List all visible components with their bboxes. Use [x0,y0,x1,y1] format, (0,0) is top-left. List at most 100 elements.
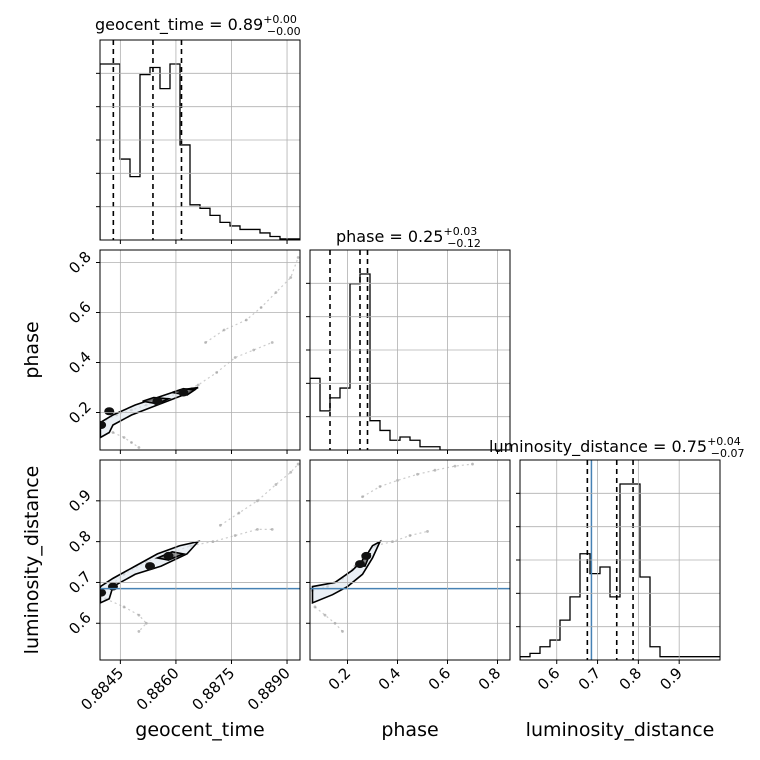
y-tick-label: 0.4 [65,348,95,378]
x-tick-label: 0.2 [325,664,355,694]
density-peak [107,582,118,591]
histogram-bar [560,620,570,660]
density-peak [104,407,115,416]
x-tick-label: 0.7 [575,664,605,694]
histogram-bar [250,229,260,240]
histogram-bar [220,222,230,240]
sample-point [296,256,300,259]
y-tick-label: 0.7 [65,568,95,598]
density-peak [355,560,365,569]
y-axis-label-luminosity-distance: luminosity_distance [21,466,43,655]
panel-content [100,256,300,449]
sample-trace [314,606,343,632]
panel-content [310,462,510,633]
histogram-bar [200,208,210,240]
sample-trace [100,528,273,596]
sample-trace [362,463,473,498]
histogram-bar [260,233,270,240]
histogram-bar [240,229,250,240]
histogram-bar [140,75,150,240]
sample-point [296,462,300,466]
panel-frame [309,459,511,661]
histogram-bar [550,640,560,660]
histogram-bar [340,388,350,450]
panel-phase-phase [306,249,511,454]
sample-trace [112,431,140,448]
sample-point [289,470,293,474]
histogram-step-line [310,273,510,450]
x-tick-label: 0.6 [425,664,455,694]
histogram-bar [600,567,610,660]
panel-geocent-time-geocent-time [96,39,301,244]
histogram-bar [570,597,580,660]
histogram-bar [540,647,550,660]
sample-point [289,276,293,279]
y-axis-label-phase: phase [21,321,43,378]
histogram-bar [380,430,390,450]
histogram-bar [120,159,130,240]
histogram-bar [210,215,220,240]
histogram-bar [410,440,420,450]
panel-geocent-time-phase: 0.2 0.4 0.6 0.8 [65,248,301,454]
x-tick-label: 0.8890 [244,664,294,714]
x-tick-label: 0.9 [656,664,686,694]
histogram-bar [100,64,110,240]
y-tick-label: 0.8 [65,527,95,557]
sample-point [137,630,141,633]
y-tick-label: 0.2 [65,398,95,428]
histogram-bar [400,437,410,450]
panel-content [100,462,300,633]
sample-point [196,383,200,387]
histogram-bar [190,205,200,240]
x-axis-label-phase: phase [381,719,438,741]
histogram-bar [150,68,160,240]
contour-outer [100,540,201,604]
sample-point [453,464,457,468]
contour-outer [311,539,382,605]
panel-geocent-time-luminosity-distance: 0.8845 0.8860 0.8875 0.8890 0.6 0.7 0.8 0.9 [65,459,301,714]
panel-phase-luminosity-distance: 0.2 0.4 0.6 0.8 [306,459,511,694]
panel-luminosity-distance-luminosity-distance: 0.6 0.7 0.8 0.9 [516,459,721,694]
histogram-bar [310,378,320,450]
histogram-step-line [520,483,720,660]
y-tick-label: 0.6 [65,608,95,638]
histogram-bar [640,577,650,660]
y-tick-label: 0.6 [65,298,95,328]
panel-frame [99,39,301,241]
histogram-bar [360,274,370,450]
histogram-bar [110,64,120,240]
density-peak [163,551,174,560]
density-peak [361,551,372,560]
density-peak [152,397,163,406]
histogram-bar [650,647,660,660]
sample-trace [220,463,299,526]
density-peak [178,388,189,397]
x-tick-label: 0.8875 [188,664,238,714]
title-geocent-time: geocent_time = 0.89+0.00 −0.00 [95,13,301,38]
histogram-bar [330,398,340,450]
histogram-bar [130,177,140,240]
histogram-step-line [100,63,300,240]
x-tick-label: 0.8845 [77,664,127,714]
sample-point [270,341,274,344]
histogram-bar [350,284,360,450]
sample-trace [105,598,148,632]
title-phase: phase = 0.25+0.03 −0.12 [336,225,481,250]
density-peak [100,588,107,597]
density-peak [145,562,155,571]
y-tick-label: 0.9 [65,486,95,516]
panel-frame [99,459,301,661]
x-axis-label-geocent-time: geocent_time [135,719,264,741]
sample-point [270,527,274,531]
histogram-bar [160,89,170,240]
histogram-bar [370,421,380,450]
y-tick-label: 0.8 [65,248,95,278]
histogram-bar [580,554,590,660]
panel-frame [99,249,301,451]
x-axis-label-luminosity-distance: luminosity_distance [526,719,715,741]
x-tick-label: 0.8860 [133,664,183,714]
x-tick-label: 0.8 [616,664,646,694]
title-luminosity-distance: luminosity_distance = 0.75+0.04 −0.07 [489,435,745,460]
x-tick-label: 0.4 [375,664,405,694]
